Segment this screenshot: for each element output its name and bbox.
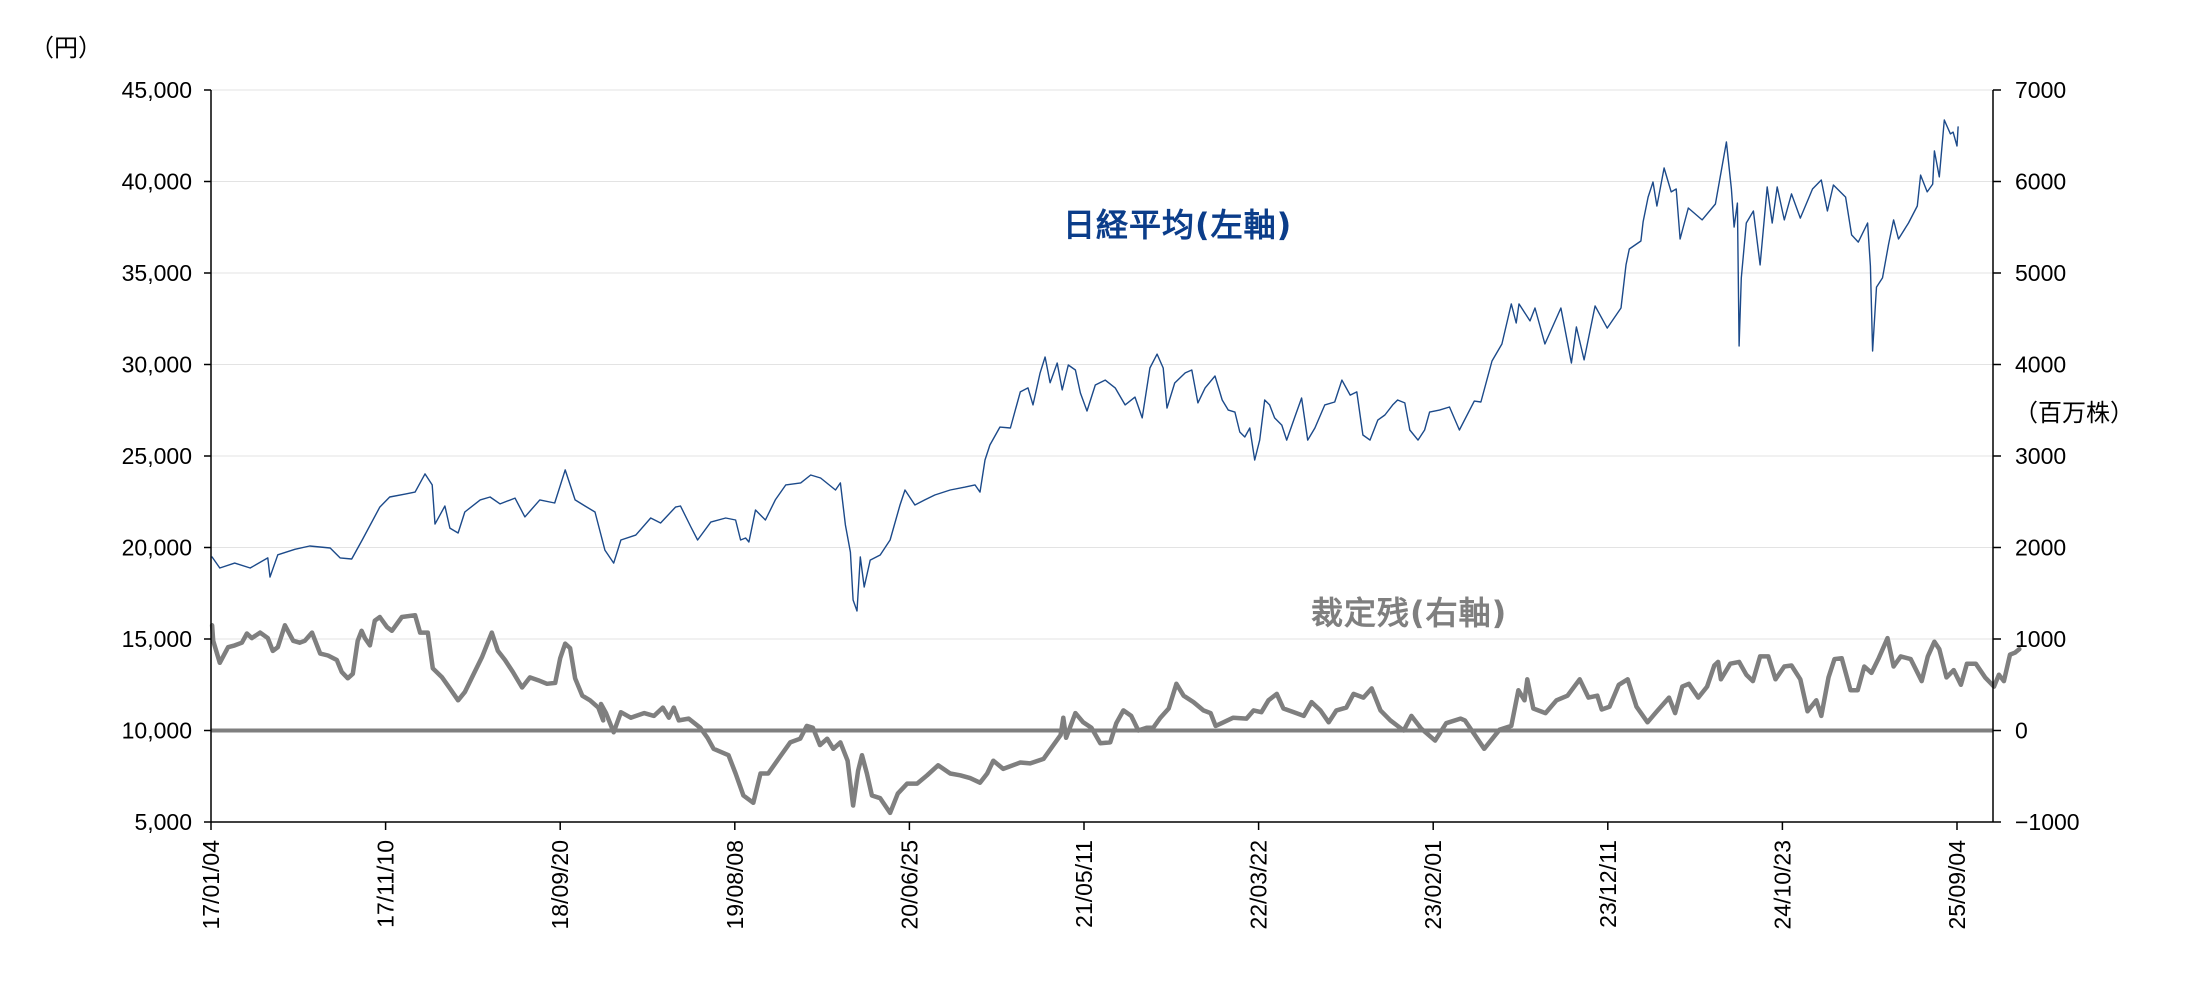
left-axis-tick-label: 20,000 (122, 535, 192, 561)
left-axis-tick-label: 25,000 (122, 443, 192, 469)
nikkei-series-label: 日経平均(左軸) (1063, 206, 1293, 244)
right-axis-tick-label: 1000 (2015, 626, 2066, 652)
series-arbitrage-line (209, 612, 2022, 816)
right-axis-tick-label: 4000 (2015, 352, 2066, 378)
x-axis-tick-label: 23/12/11 (1595, 840, 1621, 928)
left-axis-tick-label: 10,000 (122, 718, 192, 744)
arbitrage-series-label: 裁定残(右軸) (1311, 594, 1508, 632)
arbitrage-line (209, 612, 2022, 816)
left-axis-tick-label: 30,000 (122, 352, 192, 378)
x-axis-ticks: 17/01/04 17/11/10 18/09/20 19/08/08 20/06/25… (198, 822, 1970, 930)
left-axis-tick-label: 15,000 (122, 626, 192, 652)
left-axis-tick-label: 35,000 (122, 260, 192, 286)
left-axis-tick-label: 45,000 (122, 77, 192, 103)
x-axis-tick-label: 17/01/04 (198, 840, 224, 930)
right-axis-unit-label: （百万株） (2014, 399, 2134, 427)
gridlines (211, 89, 1993, 731)
right-axis-tick-label: −1000 (2015, 809, 2080, 835)
right-axis-tick-label: 7000 (2015, 77, 2066, 103)
x-axis-tick-label: 18/09/20 (547, 840, 573, 930)
series-nikkei-line (211, 119, 1959, 612)
left-axis-tick-label: 40,000 (122, 169, 192, 195)
right-axis-tick-label: 2000 (2015, 535, 2066, 561)
left-axis-ticks: 5,000 10,000 15,000 20,000 25,000 30,000 35,00… (122, 77, 211, 835)
x-axis-tick-label: 22/03/22 (1246, 840, 1272, 930)
right-axis-tick-label: 0 (2015, 718, 2028, 744)
x-axis-tick-label: 25/09/04 (1944, 840, 1970, 930)
right-axis-tick-label: 3000 (2015, 443, 2066, 469)
x-axis-tick-label: 17/11/10 (373, 840, 399, 928)
x-axis-tick-label: 20/06/25 (896, 840, 922, 930)
x-axis-tick-label: 24/10/23 (1769, 840, 1795, 930)
right-axis-tick-label: 6000 (2015, 169, 2066, 195)
right-axis-tick-label: 5000 (2015, 260, 2066, 286)
x-axis-tick-label: 23/02/01 (1420, 840, 1446, 930)
nikkei-line (211, 119, 1959, 612)
x-axis-tick-label: 21/05/11 (1071, 840, 1097, 928)
left-axis-unit-label: （円） (30, 34, 102, 62)
right-axis-ticks: −1000 0 1000 2000 3000 4000 5000 6000 7000 (1993, 77, 2080, 835)
left-axis-tick-label: 5,000 (134, 809, 192, 835)
x-axis-tick-label: 19/08/08 (722, 840, 748, 930)
